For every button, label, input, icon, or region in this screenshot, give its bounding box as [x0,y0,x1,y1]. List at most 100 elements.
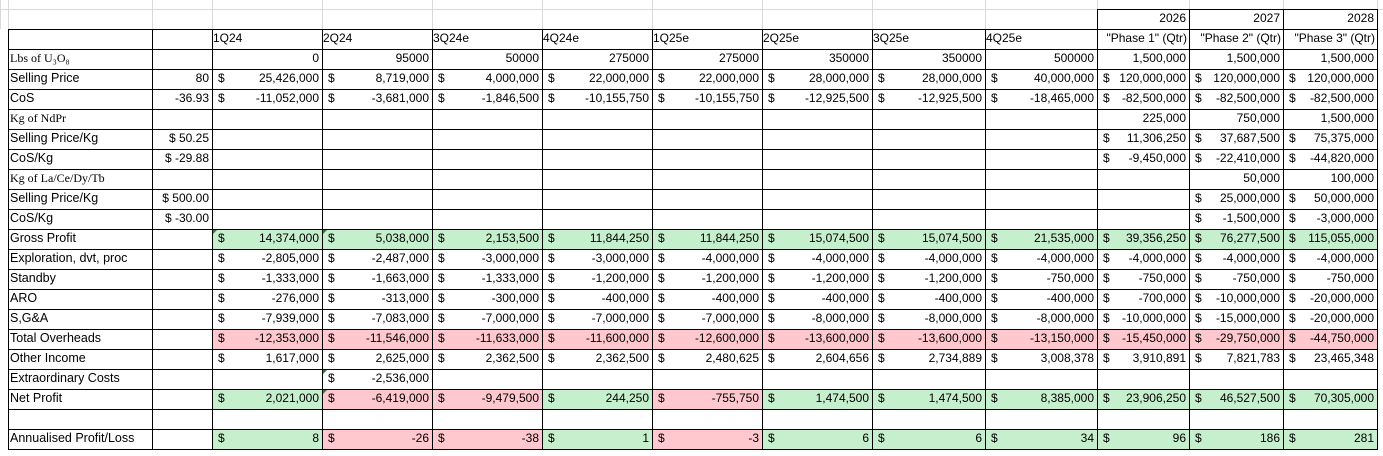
data-cell[interactable]: $ -15,450,000 [1097,329,1189,349]
data-cell[interactable]: 1,500,000 [1189,49,1283,69]
parameter-cell[interactable] [152,409,212,429]
column-header-cell[interactable]: "Phase 1" (Qtr) [1106,31,1187,45]
data-cell[interactable]: $8,385,000 [985,389,1097,409]
data-cell[interactable]: $ -400,000 [652,289,762,309]
data-cell[interactable] [652,209,762,229]
column-header-cell[interactable]: "Phase 2" (Qtr) [1200,31,1281,45]
data-cell[interactable] [432,109,542,129]
data-cell[interactable] [652,369,762,389]
data-cell[interactable] [762,189,872,209]
parameter-cell[interactable] [152,269,212,289]
data-cell[interactable]: $ -7,083,000 [322,309,432,329]
data-cell[interactable]: $ -18,465,000 [985,89,1097,109]
data-cell[interactable]: $6 [872,429,985,449]
data-cell[interactable]: $ -1,846,500 [432,89,542,109]
data-cell[interactable] [1097,409,1189,429]
data-cell[interactable] [1189,409,1283,429]
parameter-cell[interactable] [152,169,212,189]
data-cell[interactable] [212,409,322,429]
row-label[interactable]: Extraordinary Costs [10,371,120,385]
data-cell[interactable] [985,109,1097,129]
data-cell[interactable]: $ -13,600,000 [762,329,872,349]
data-cell[interactable]: $4,000,000 [432,69,542,89]
data-cell[interactable] [762,209,872,229]
data-cell[interactable] [762,369,872,389]
data-cell[interactable]: $ -1,333,000 [212,269,322,289]
data-cell[interactable]: $22,000,000 [652,69,762,89]
data-cell[interactable]: $15,074,500 [872,229,985,249]
data-cell[interactable]: $ -12,925,500 [762,89,872,109]
data-cell[interactable]: 350000 [872,49,985,69]
data-cell[interactable]: $ -7,939,000 [212,309,322,329]
data-cell[interactable]: $15,074,500 [762,229,872,249]
data-cell[interactable]: $ -400,000 [542,289,652,309]
data-cell[interactable]: 95000 [322,49,432,69]
data-cell[interactable]: $ -44,820,000 [1283,149,1377,169]
data-cell[interactable] [432,169,542,189]
data-cell[interactable] [212,109,322,129]
data-cell[interactable] [652,129,762,149]
data-cell[interactable]: $ -10,155,750 [652,89,762,109]
row-label[interactable]: Annualised Profit/Loss [10,431,135,445]
data-cell[interactable] [1283,369,1377,389]
data-cell[interactable]: $37,687,500 [1189,129,1283,149]
data-cell[interactable] [985,129,1097,149]
row-label[interactable]: Net Profit [10,391,63,405]
data-cell[interactable]: $1,474,500 [872,389,985,409]
parameter-cell[interactable] [152,369,212,389]
data-cell[interactable]: 0 [212,49,322,69]
parameter-cell[interactable] [152,249,212,269]
data-cell[interactable] [542,189,652,209]
data-cell[interactable]: $2,604,656 [762,349,872,369]
data-cell[interactable]: $ -2,805,000 [212,249,322,269]
data-cell[interactable]: $ -3,000,000 [1283,209,1377,229]
parameter-cell[interactable]: $ -30.00 [164,211,209,225]
row-label[interactable]: Total Overheads [10,331,102,345]
parameter-cell[interactable] [152,429,212,449]
data-cell[interactable]: 275000 [652,49,762,69]
parameter-cell[interactable]: $ 500.00 [162,191,209,205]
data-cell[interactable] [985,169,1097,189]
data-cell[interactable]: $ -6,419,000 [322,389,432,409]
data-cell[interactable]: $120,000,000 [1283,69,1377,89]
data-cell[interactable]: $1,617,000 [212,349,322,369]
data-cell[interactable]: 1,500,000 [1283,109,1377,129]
data-cell[interactable] [872,409,985,429]
data-cell[interactable] [1097,209,1189,229]
data-cell[interactable]: $8,719,000 [322,69,432,89]
data-cell[interactable]: 275000 [542,49,652,69]
data-cell[interactable]: $75,375,000 [1283,129,1377,149]
data-cell[interactable]: $ -20,000,000 [1283,309,1377,329]
parameter-cell[interactable] [152,229,212,249]
data-cell[interactable] [1283,409,1377,429]
data-cell[interactable]: $ -11,052,000 [212,89,322,109]
data-cell[interactable]: $ -4,000,000 [985,249,1097,269]
column-header-cell[interactable]: 2Q24 [323,31,353,45]
data-cell[interactable]: $ -4,000,000 [1283,249,1377,269]
row-label[interactable]: CoS [10,91,35,105]
row-label[interactable]: Gross Profit [10,231,76,245]
data-cell[interactable]: $ -20,000,000 [1283,289,1377,309]
data-cell[interactable]: $2,021,000 [212,389,322,409]
data-cell[interactable] [432,189,542,209]
data-cell[interactable]: $ -7,000,000 [652,309,762,329]
data-cell[interactable] [432,129,542,149]
data-cell[interactable]: $ -11,546,000 [322,329,432,349]
row-label[interactable]: Exploration, dvt, proc [10,251,128,265]
data-cell[interactable]: $ -4,000,000 [1097,249,1189,269]
data-cell[interactable]: $28,000,000 [872,69,985,89]
data-cell[interactable] [762,409,872,429]
data-cell[interactable]: $2,734,889 [872,349,985,369]
data-cell[interactable]: $40,000,000 [985,69,1097,89]
data-cell[interactable]: $ -3,000,000 [432,249,542,269]
data-cell[interactable] [985,189,1097,209]
data-cell[interactable]: $1,474,500 [762,389,872,409]
data-cell[interactable]: $ -1,200,000 [762,269,872,289]
data-cell[interactable]: $ -10,155,750 [542,89,652,109]
data-cell[interactable]: $ -10,000,000 [1189,289,1283,309]
data-cell[interactable]: 350000 [762,49,872,69]
data-cell[interactable] [1097,169,1189,189]
data-cell[interactable] [872,189,985,209]
data-cell[interactable]: $ -4,000,000 [762,249,872,269]
